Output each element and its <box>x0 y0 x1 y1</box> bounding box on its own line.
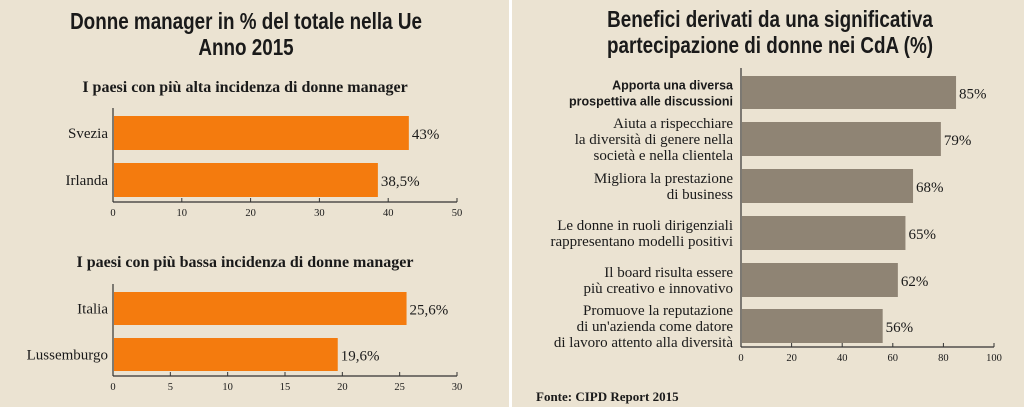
data-label: 68% <box>916 180 944 196</box>
category-label: società e nella clientela <box>593 148 733 164</box>
category-label: di business <box>667 187 733 203</box>
category-label: Lussemburgo <box>27 348 108 364</box>
x-tick-label: 40 <box>837 353 848 364</box>
chart-board-benefits: 0 20 40 60 80 100 85% Apporta una diversa prospe… <box>551 68 1002 364</box>
category-label: Le donne in ruoli dirigenziali <box>557 218 733 234</box>
data-label: 25,6% <box>410 303 449 319</box>
category-label: di un'azienda come datore <box>577 319 734 335</box>
data-label: 43% <box>412 127 440 143</box>
category-label: di lavoro attento alla diversità <box>554 335 733 351</box>
category-label: la diversità di genere nella <box>575 132 734 148</box>
bar <box>742 309 883 343</box>
category-label: Apporta una diversa <box>612 79 734 93</box>
x-tick-label: 5 <box>168 382 173 393</box>
data-label: 56% <box>886 320 914 336</box>
x-tick-label: 0 <box>110 208 115 219</box>
x-tick-label: 20 <box>786 353 797 364</box>
x-tick-label: 10 <box>222 382 233 393</box>
bar <box>742 122 941 156</box>
source-note: Fonte: CIPD Report 2015 <box>536 389 679 404</box>
data-label: 19,6% <box>341 349 380 365</box>
x-tick-label: 50 <box>452 208 463 219</box>
x-tick-label: 20 <box>245 208 256 219</box>
category-label: più creativo e innovativo <box>583 281 733 297</box>
x-tick-label: 30 <box>452 382 463 393</box>
data-label: 38,5% <box>381 174 420 190</box>
panel-divider <box>509 0 512 407</box>
right-title-line1: Benefici derivati da una significativa <box>607 7 933 32</box>
left-title-line1: Donne manager in % del totale nella Ue <box>70 9 422 34</box>
bar <box>742 169 914 203</box>
category-label: rappresentano modelli positivi <box>551 234 733 250</box>
x-tick-label: 100 <box>986 353 1002 364</box>
bar <box>742 263 898 297</box>
chart2-subtitle: I paesi con più bassa incidenza di donne… <box>77 254 414 271</box>
category-label: Italia <box>77 302 108 318</box>
bar <box>114 116 409 150</box>
bar <box>742 76 957 109</box>
category-label: Il board risulta essere <box>604 265 733 281</box>
bar <box>114 292 407 325</box>
chart1-subtitle: I paesi con più alta incidenza di donne … <box>82 79 407 96</box>
data-label: 79% <box>944 133 972 149</box>
bar <box>742 216 906 250</box>
category-label: Svezia <box>68 126 108 142</box>
data-label: 85% <box>959 87 987 103</box>
left-title-line2: Anno 2015 <box>198 35 294 60</box>
x-tick-label: 30 <box>314 208 325 219</box>
x-tick-label: 60 <box>888 353 899 364</box>
x-tick-label: 15 <box>280 382 291 393</box>
data-label: 65% <box>908 227 936 243</box>
x-tick-label: 10 <box>177 208 188 219</box>
chart-top-countries: 0 10 20 30 40 50 43% Svezia 38,5% Irlanda <box>66 108 463 219</box>
category-label: Promuove la reputazione <box>583 303 733 319</box>
chart-bottom-countries: 0 5 10 15 20 25 30 25,6% Italia 19,6% Lussemburgo <box>27 284 463 393</box>
category-label: Migliora la prestazione <box>594 171 733 187</box>
category-label: Aiuta a rispecchiare <box>613 116 733 132</box>
x-tick-label: 0 <box>110 382 115 393</box>
category-label: prospettiva alle discussioni <box>569 95 733 109</box>
bar <box>114 338 338 371</box>
right-title-line2: partecipazione di donne nei CdA (%) <box>607 33 933 58</box>
bar <box>114 163 378 197</box>
category-label: Irlanda <box>66 173 109 189</box>
x-tick-label: 20 <box>337 382 348 393</box>
x-tick-label: 25 <box>394 382 405 393</box>
x-tick-label: 80 <box>938 353 949 364</box>
data-label: 62% <box>901 274 929 290</box>
x-tick-label: 40 <box>383 208 394 219</box>
x-tick-label: 0 <box>738 353 743 364</box>
